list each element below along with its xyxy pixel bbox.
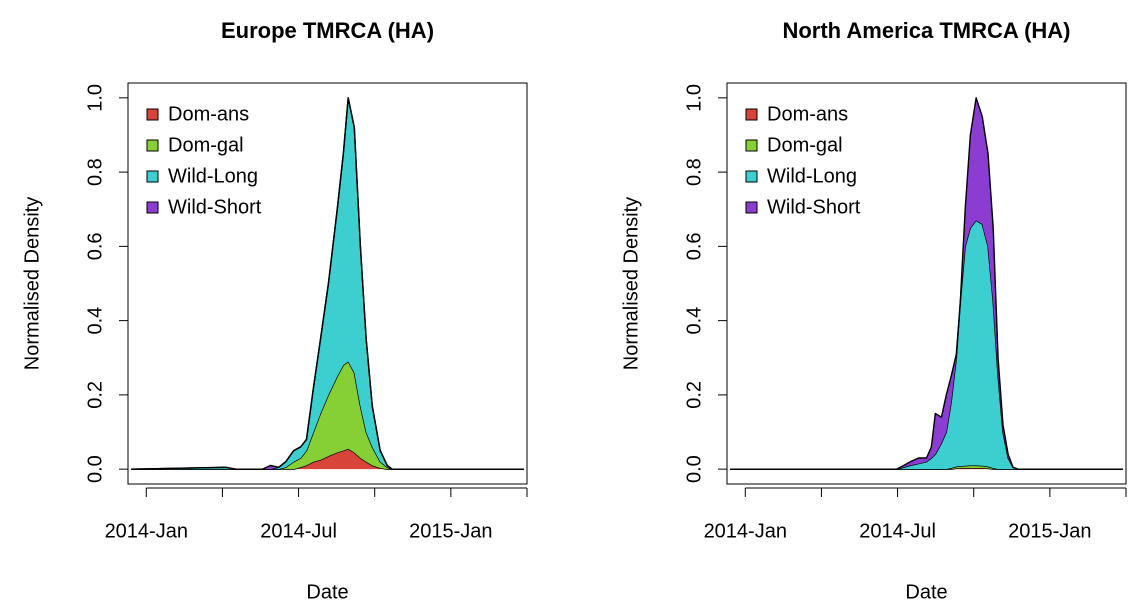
legend-label: Wild-Long xyxy=(767,165,857,187)
y-tick-label: 1.0 xyxy=(683,84,705,112)
area-edge xyxy=(730,97,1123,470)
legend-label: Dom-ans xyxy=(767,103,848,125)
x-tick-label: 2014-Jan xyxy=(704,520,787,542)
y-tick-label: 0.8 xyxy=(683,158,705,186)
area-fill xyxy=(131,97,524,470)
area-edge xyxy=(131,97,524,470)
legend-label: Dom-ans xyxy=(168,103,249,125)
area-fill xyxy=(730,220,1123,470)
y-tick-label: 0.4 xyxy=(84,307,106,335)
area-fill xyxy=(131,361,524,470)
y-axis-label: Normalised Density xyxy=(620,197,642,370)
chart-title: North America TMRCA (HA) xyxy=(782,18,1070,43)
legend-swatch xyxy=(745,108,758,121)
legend-swatch xyxy=(146,139,159,152)
y-tick-label: 0.0 xyxy=(683,455,705,483)
x-axis-label: Date xyxy=(306,581,348,603)
y-tick-label: 0.8 xyxy=(84,158,106,186)
legend-swatch xyxy=(146,108,159,121)
legend-swatch xyxy=(146,201,159,214)
x-tick-label: 2014-Jul xyxy=(260,520,337,542)
plot-frame xyxy=(127,82,528,485)
x-tick-label: 2014-Jan xyxy=(105,520,188,542)
area-fill xyxy=(131,448,524,470)
legend-label: Wild-Short xyxy=(168,196,262,218)
y-tick-label: 0.4 xyxy=(683,307,705,335)
y-tick-label: 0.6 xyxy=(84,232,106,260)
area-edge xyxy=(730,219,1123,470)
legend-swatch xyxy=(745,170,758,183)
y-tick-label: 0.2 xyxy=(683,381,705,409)
legend-label: Wild-Short xyxy=(767,196,861,218)
x-tick-label: 2015-Jan xyxy=(409,520,492,542)
y-tick-label: 1.0 xyxy=(84,84,106,112)
x-tick-label: 2014-Jul xyxy=(859,520,936,542)
legend-swatch xyxy=(745,139,758,152)
legend-label: Wild-Long xyxy=(168,165,258,187)
y-axis-label: Normalised Density xyxy=(21,197,43,370)
x-tick-label: 2015-Jan xyxy=(1008,520,1091,542)
legend-label: Dom-gal xyxy=(767,134,843,156)
legend-swatch xyxy=(745,201,758,214)
y-tick-label: 0.0 xyxy=(84,455,106,483)
x-axis-label: Date xyxy=(905,581,947,603)
legend-swatch xyxy=(146,170,159,183)
chart-title: Europe TMRCA (HA) xyxy=(221,18,434,43)
y-tick-label: 0.2 xyxy=(84,381,106,409)
legend-label: Dom-gal xyxy=(168,134,244,156)
plot-frame xyxy=(726,82,1127,485)
y-tick-label: 0.6 xyxy=(683,232,705,260)
